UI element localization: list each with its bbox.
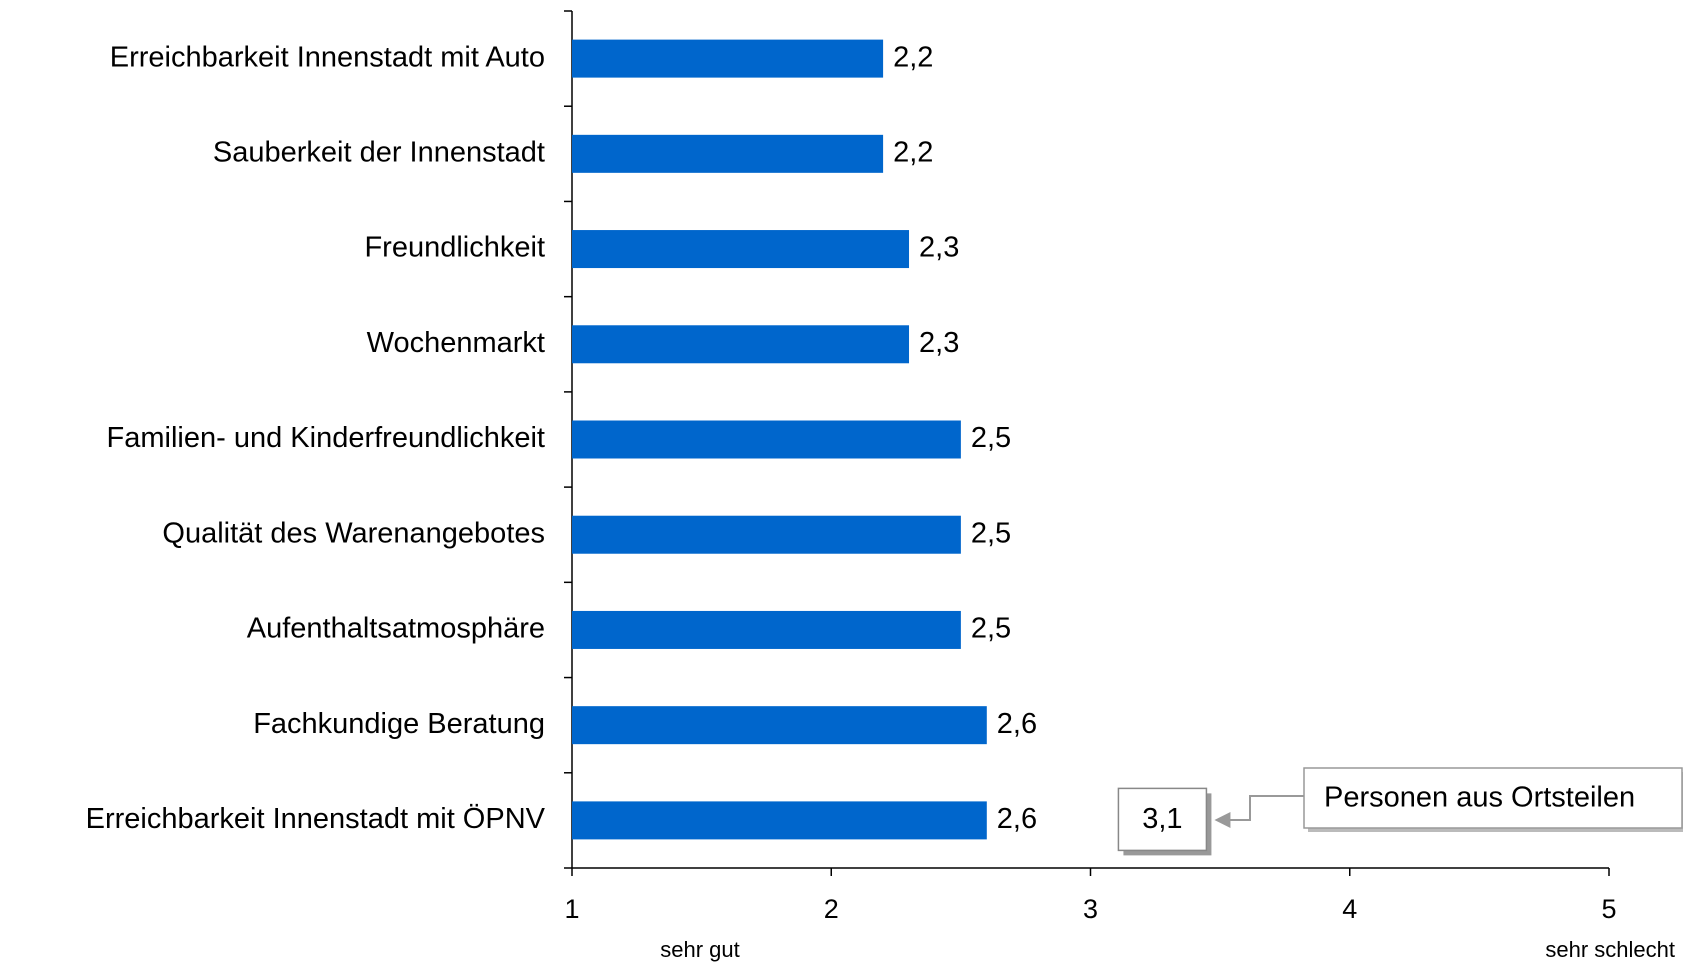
bar [572, 325, 910, 364]
category-label: Erreichbarkeit Innenstadt mit ÖPNV [86, 803, 546, 835]
axis-end-label: sehr schlecht [1545, 937, 1675, 962]
category-label: Fachkundige Beratung [253, 708, 545, 740]
bar [572, 706, 987, 745]
annotation-value: 3,1 [1142, 803, 1182, 835]
category-label: Wochenmarkt [367, 327, 545, 359]
data-label: 2,6 [997, 803, 1037, 835]
bar [572, 230, 910, 269]
category-label: Familien- und Kinderfreundlichkeit [107, 422, 545, 454]
category-label: Aufenthaltsatmosphäre [247, 613, 545, 645]
data-label: 2,6 [997, 708, 1037, 740]
data-label: 2,5 [971, 422, 1011, 454]
data-label: 2,5 [971, 613, 1011, 645]
callout-arrow [1214, 812, 1231, 828]
axis-end-label: sehr gut [660, 937, 740, 962]
x-tick-label: 5 [1601, 894, 1616, 924]
data-label: 2,3 [919, 327, 959, 359]
category-label: Freundlichkeit [364, 232, 545, 264]
x-tick-label: 4 [1342, 894, 1357, 924]
callout-box [1303, 767, 1683, 829]
callout-text: Personen aus Ortsteilen [1324, 782, 1635, 814]
bar [572, 801, 987, 840]
category-label: Sauberkeit der Innenstadt [213, 136, 545, 168]
callout-line [1228, 795, 1304, 821]
category-label: Qualität des Warenangebotes [162, 517, 545, 549]
data-label: 2,2 [893, 41, 933, 73]
annotation-box [1117, 787, 1208, 852]
bar [572, 39, 884, 78]
x-tick-label: 3 [1083, 894, 1098, 924]
x-tick-label: 1 [564, 894, 579, 924]
bar [572, 134, 884, 173]
bar [572, 515, 961, 554]
data-label: 2,3 [919, 232, 959, 264]
data-label: 2,5 [971, 517, 1011, 549]
x-tick-label: 2 [824, 894, 839, 924]
category-label: Erreichbarkeit Innenstadt mit Auto [110, 41, 545, 73]
bar [572, 610, 961, 649]
bar [572, 420, 961, 459]
data-label: 2,2 [893, 136, 933, 168]
